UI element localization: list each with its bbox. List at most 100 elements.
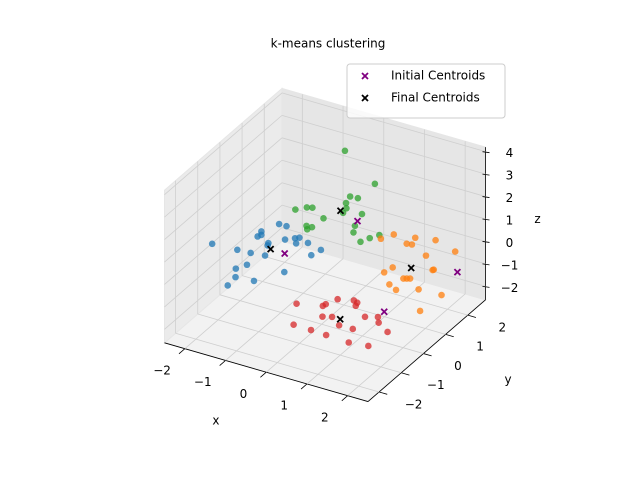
z-tick-label: 0 [506, 236, 514, 250]
y-tick-label: 1 [476, 340, 484, 354]
data-point [234, 246, 241, 254]
centroid-marker [266, 245, 275, 253]
grid-line [306, 281, 425, 385]
y-tick-label: 0 [454, 359, 462, 373]
data-point [374, 313, 382, 321]
data-point [392, 286, 400, 294]
legend-label: Final Centroids [391, 91, 480, 105]
data-point [296, 234, 303, 241]
z-tick [482, 196, 490, 198]
data-point [358, 210, 366, 218]
z-axis-label: z [534, 212, 540, 226]
centroid-marker [353, 217, 362, 225]
data-point [309, 204, 316, 212]
x-tick [178, 348, 186, 355]
data-point [371, 180, 379, 188]
y-tick-label: −2 [405, 397, 423, 411]
grid-line [164, 137, 283, 240]
data-point [224, 282, 232, 289]
marker-stroke [361, 72, 369, 80]
data-point [317, 246, 325, 254]
z-tick [482, 173, 490, 176]
z-tick-label: 3 [506, 169, 514, 183]
grid-line [164, 204, 283, 308]
legend-marker [361, 72, 369, 80]
grid-line [219, 294, 424, 354]
data-point [293, 300, 300, 308]
data-point [342, 199, 350, 207]
x-tick-label: −2 [153, 363, 171, 377]
grid-line [197, 313, 402, 374]
data-point [292, 240, 300, 247]
x-tick [219, 360, 226, 366]
marker-stroke [407, 264, 415, 272]
x-tick [341, 395, 348, 402]
data-point [377, 235, 385, 243]
y-tick [445, 333, 454, 338]
data-point [390, 231, 398, 238]
data-point [281, 236, 289, 243]
data-point [422, 252, 430, 259]
data-point [250, 277, 258, 285]
grid-line [241, 275, 446, 335]
data-point [351, 222, 359, 230]
grid-line [265, 270, 385, 373]
z-tick-label: −2 [501, 281, 519, 295]
y-tick [423, 353, 432, 357]
data-point [349, 325, 357, 333]
data-point [416, 307, 424, 315]
data-point [389, 264, 396, 271]
data-point [350, 297, 358, 304]
data-point [354, 194, 362, 202]
data-point [400, 275, 407, 282]
z-tick [482, 151, 490, 154]
legend-box [346, 63, 506, 119]
data-point [232, 273, 239, 281]
y-tick-label: 2 [498, 320, 506, 334]
x-tick-label: 2 [321, 410, 329, 424]
data-point [375, 319, 382, 326]
data-point [281, 268, 288, 276]
data-point [408, 241, 416, 248]
centroid-marker [336, 207, 345, 215]
marker-stroke [266, 245, 275, 253]
data-point [265, 239, 272, 247]
data-point [303, 204, 311, 211]
marker-stroke [380, 308, 388, 316]
data-point [403, 240, 411, 247]
data-point [247, 249, 254, 257]
grid-line [184, 246, 303, 349]
y-tick [378, 391, 388, 395]
data-point [350, 229, 357, 236]
grid-line [347, 293, 466, 396]
data-point [243, 261, 251, 269]
grid-line [175, 332, 380, 393]
grid-line [164, 115, 283, 218]
data-point [275, 220, 283, 228]
grid-line [164, 92, 283, 195]
data-point [432, 236, 439, 244]
data-point [386, 281, 393, 288]
data-point [208, 240, 216, 248]
z-tick-label: 2 [506, 191, 514, 205]
x-tick-label: 1 [280, 399, 288, 413]
marker-stroke [353, 217, 362, 225]
y-tick [467, 314, 477, 318]
data-point [361, 313, 369, 321]
chart-title: k-means clustering [271, 37, 386, 51]
marker-stroke [453, 268, 462, 276]
grid-line [281, 114, 486, 175]
centroid-marker [380, 308, 388, 316]
y-axis-line [367, 299, 486, 402]
data-point [346, 193, 354, 200]
grid-line [225, 258, 344, 361]
x-tick [260, 371, 267, 378]
grid-line [281, 227, 486, 287]
data-point [303, 226, 311, 233]
legend-label: Initial Centroids [391, 69, 485, 83]
x-tick [300, 383, 308, 390]
grid-line [281, 137, 486, 197]
data-point [341, 147, 349, 155]
marker-stroke [336, 207, 345, 215]
